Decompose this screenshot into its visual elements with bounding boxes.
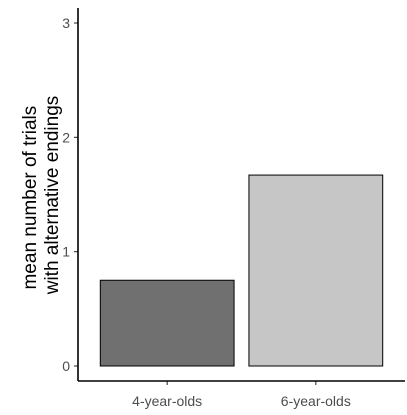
svg-text:mean number of trials wi: mean number of trials with alternative e… <box>20 96 63 296</box>
bar-4-year-olds <box>99 279 235 367</box>
x-tick-label: 4-year-olds <box>132 393 202 409</box>
y-axis-title-line-2: with alternative endings <box>42 96 63 296</box>
y-axis-title-line-1: mean number of trials <box>20 106 41 290</box>
bar-6-year-olds <box>248 174 384 367</box>
y-tick-label: 3 <box>62 15 70 31</box>
y-tick-label: 0 <box>62 358 70 374</box>
y-tick-label: 1 <box>62 244 70 260</box>
x-tick-label: 6-year-olds <box>281 393 351 409</box>
bars <box>99 174 384 367</box>
y-axis-ticks: 0 1 2 3 <box>62 15 78 374</box>
y-axis-title: mean number of trials with alternative e… <box>20 96 63 296</box>
y-tick-label: 2 <box>62 129 70 145</box>
x-axis-ticks: 4-year-olds 6-year-olds <box>132 381 351 409</box>
